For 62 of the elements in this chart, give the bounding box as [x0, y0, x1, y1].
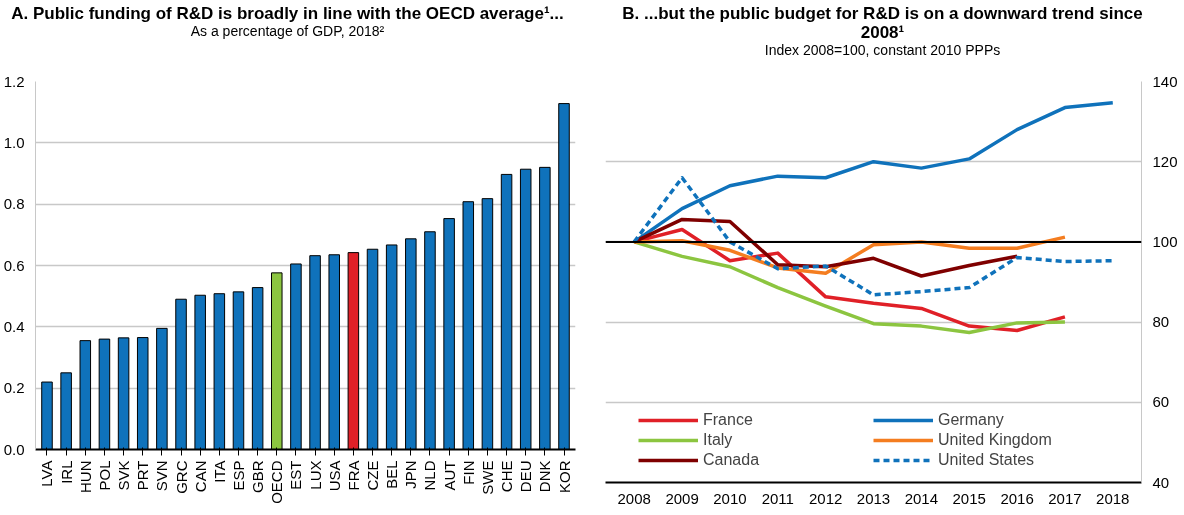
- y-tick-label: 1.0: [3, 133, 25, 151]
- x-tick-label: CZE: [364, 460, 382, 491]
- y-tick-label: 0.4: [3, 317, 25, 335]
- x-tick-label: EST: [287, 460, 305, 490]
- x-tick-label: CHE: [498, 460, 516, 493]
- x-tick-label: IRL: [57, 460, 75, 484]
- y-tick-label: 0.8: [3, 195, 25, 213]
- x-tick-label: SWE: [478, 460, 496, 495]
- x-tick-label: BEL: [383, 460, 401, 489]
- chart-subtitle: Index 2008=100, constant 2010 PPPs: [763, 42, 1002, 59]
- x-tick-label: CAN: [191, 460, 209, 493]
- y-tick-label: 100: [1152, 232, 1178, 250]
- x-tick-label: 2012: [808, 489, 843, 507]
- x-tick-label: OECD: [268, 460, 286, 504]
- x-tick-label: DNK: [536, 460, 554, 493]
- y-tick-label: 1.2: [3, 72, 25, 90]
- x-tick-label: PRT: [134, 460, 152, 491]
- x-tick-label: 2014: [904, 489, 939, 507]
- x-tick-label: ITA: [210, 460, 228, 483]
- legend-label: Germany: [938, 411, 1005, 429]
- x-tick-label: GRC: [172, 460, 190, 494]
- y-tick-label: 60: [1152, 393, 1170, 411]
- y-tick-label: 140: [1152, 72, 1178, 90]
- legend-label: France: [703, 411, 754, 429]
- x-tick-label: NLD: [421, 460, 439, 491]
- x-tick-label: GBR: [249, 460, 267, 493]
- x-tick-label: DEU: [517, 460, 535, 493]
- x-tick-label: SVN: [153, 460, 171, 492]
- x-tick-label: AUT: [440, 460, 458, 491]
- chart-subtitle: As a percentage of GDP, 2018²: [189, 23, 386, 40]
- x-tick-label: SVK: [115, 460, 133, 491]
- legend-label: United States: [938, 451, 1036, 469]
- x-tick-label: USA: [325, 460, 343, 492]
- y-tick-label: 0.0: [3, 440, 25, 458]
- x-tick-label: 2013: [856, 489, 891, 507]
- x-tick-label: POL: [95, 460, 113, 491]
- y-tick-label: 0.6: [3, 256, 25, 274]
- x-tick-label: 2008: [617, 489, 651, 507]
- x-tick-label: 2011: [761, 489, 794, 507]
- x-tick-label: HUN: [76, 460, 94, 493]
- x-tick-label: JPN: [402, 460, 420, 489]
- x-tick-label: LVA: [38, 460, 56, 487]
- chart-title: B. ...but the public budget for R&D is on a downward trend since 2008¹: [621, 4, 1144, 42]
- y-tick-label: 80: [1152, 313, 1170, 331]
- legend-label: Italy: [703, 431, 734, 449]
- x-tick-label: LUX: [306, 460, 324, 490]
- y-tick-label: 40: [1152, 473, 1170, 491]
- x-tick-label: 2009: [665, 489, 699, 507]
- x-tick-label: KOR: [555, 460, 573, 493]
- y-tick-label: 0.2: [3, 379, 25, 397]
- x-tick-label: 2016: [1000, 489, 1034, 507]
- x-tick-label: 2015: [952, 489, 986, 507]
- x-tick-label: FRA: [344, 460, 362, 491]
- x-tick-label: 2018: [1096, 489, 1130, 507]
- x-tick-label: 2017: [1048, 489, 1082, 507]
- legend-label: Canada: [703, 451, 761, 469]
- x-tick-label: FIN: [459, 460, 477, 485]
- legend-label: United Kingdom: [938, 431, 1053, 449]
- x-tick-label: ESP: [229, 460, 247, 491]
- y-tick-label: 120: [1152, 152, 1178, 170]
- chart-title: A. Public funding of R&D is broadly in line with the OECD average¹...: [10, 4, 565, 23]
- x-tick-label: 2010: [713, 489, 747, 507]
